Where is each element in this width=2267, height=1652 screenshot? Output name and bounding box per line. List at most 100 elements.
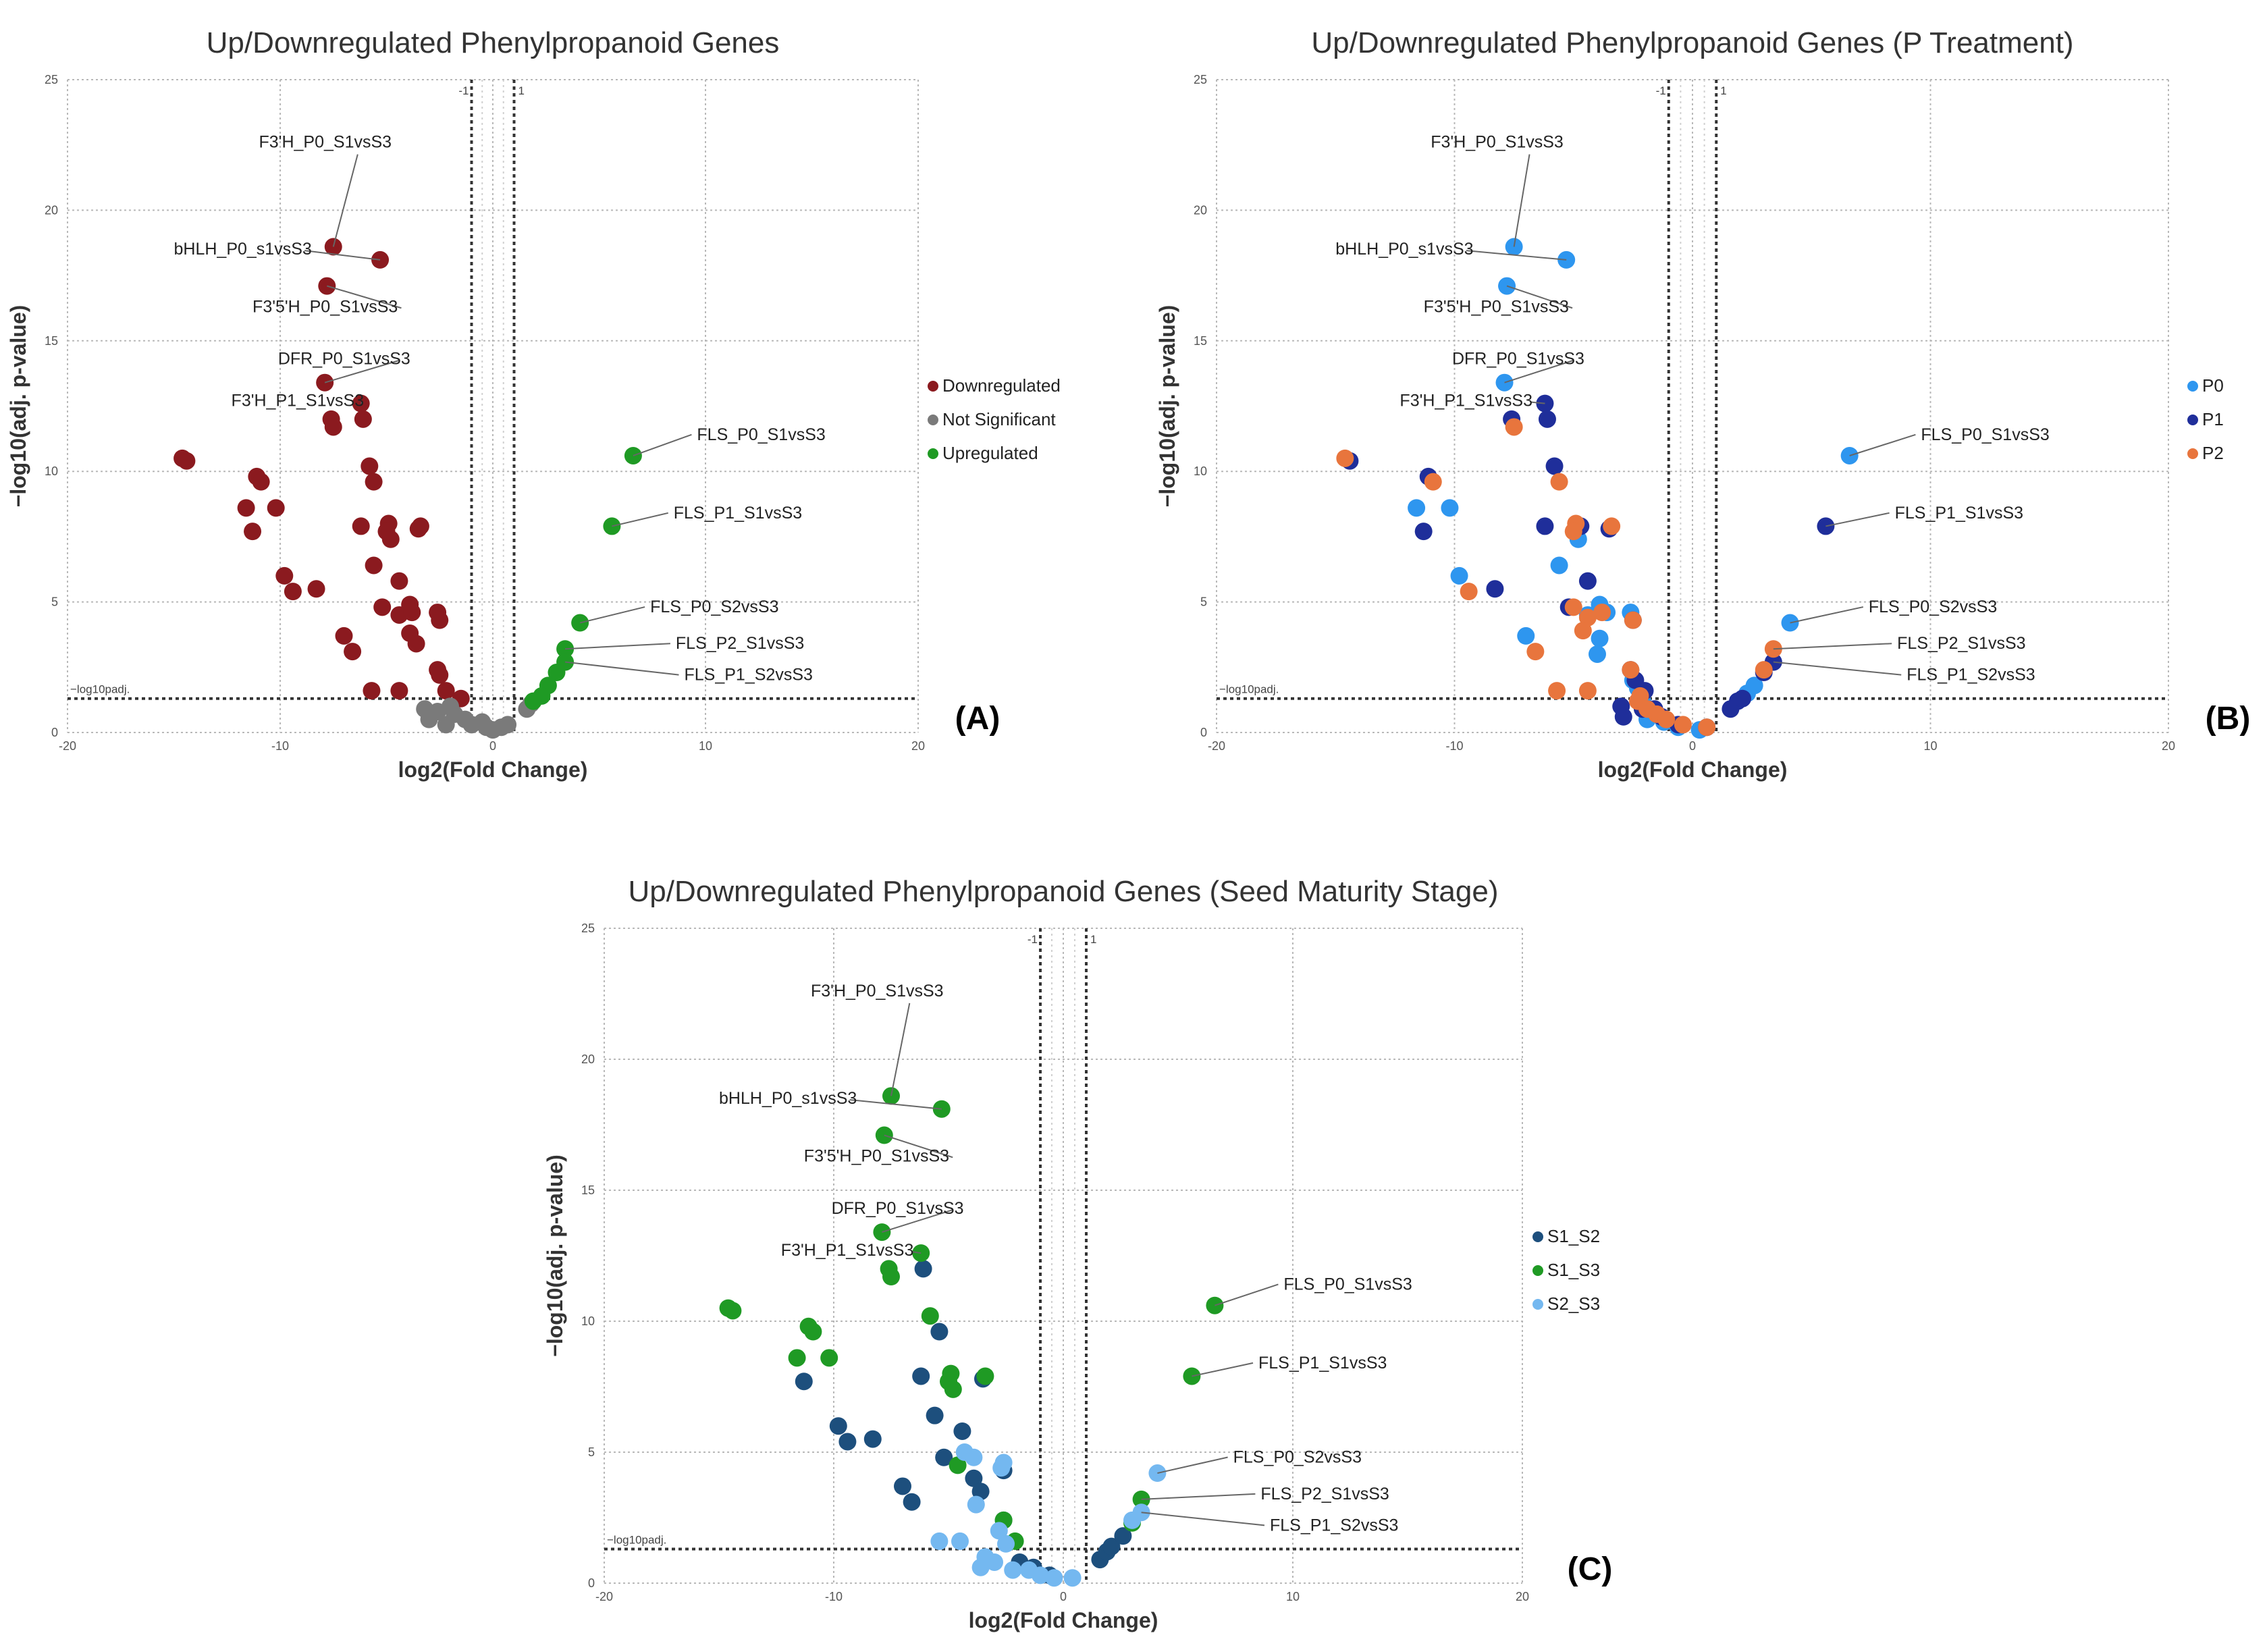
data-point [344,643,362,661]
series-upregulated [524,446,642,710]
data-point [335,627,353,645]
fc-threshold-label: -1 [458,84,469,97]
annotation-label: FLS_P0_S2vsS3 [650,597,778,616]
legend-marker [2187,415,2198,425]
data-point [971,1558,990,1576]
series-s1-s3 [719,1087,1224,1550]
x-tick-label: -10 [1445,739,1463,753]
y-tick-label: 5 [588,1445,595,1459]
data-point [1550,473,1568,491]
annotation-label: FLS_P0_S1vsS3 [1283,1275,1412,1294]
y-tick-label: 5 [51,595,58,609]
data-point [986,1553,1003,1571]
pval-threshold-label: −log10padj. [1219,683,1279,696]
annotation-leader-line [849,1098,942,1110]
x-tick-label: 10 [1923,739,1937,753]
y-tick-label: 20 [1194,203,1207,217]
fc-threshold-label: -1 [1028,933,1038,946]
data-point [1414,523,1433,541]
data-point [1505,418,1523,436]
data-point [1578,682,1597,700]
data-point [912,1367,930,1385]
legend-marker [928,381,938,392]
annotation-leader-line [324,359,400,383]
data-point [409,520,427,538]
y-axis-label: −log10(adj. p-value) [543,1154,567,1357]
data-point [365,556,383,575]
data-point [949,1456,967,1474]
fc-threshold-label: 1 [1090,933,1096,946]
pval-threshold-label: −log10padj. [70,683,130,696]
series-downregulated [174,238,470,708]
annotation-leader-line [304,250,381,261]
data-point [1603,517,1621,535]
y-tick-label: 25 [581,922,595,935]
x-tick-label: -20 [1208,739,1225,753]
x-tick-label: -10 [271,739,289,753]
legend-marker [1532,1299,1543,1310]
x-axis-label: log2(Fold Change) [398,757,588,782]
y-tick-label: 20 [581,1053,595,1066]
data-point [1591,629,1609,647]
data-point [1063,1569,1082,1587]
annotation-leader-line [565,643,670,650]
data-point [1004,1561,1022,1579]
legend-marker [928,448,938,459]
x-axis-label: log2(Fold Change) [1598,757,1788,782]
y-tick-label: 0 [1200,726,1207,739]
annotation-label: FLS_P0_S1vsS3 [1921,425,2049,444]
x-tick-label: 0 [489,739,496,753]
data-point [420,710,438,728]
y-tick-label: 25 [1194,73,1207,86]
annotation-label: F3'H_P0_S1vsS3 [811,982,944,1001]
data-point [403,604,421,622]
data-point [1548,682,1566,700]
fc-threshold-label: 1 [1720,84,1726,97]
panel-B: Up/Downregulated Phenylpropanoid Genes (… [1155,26,2250,782]
data-point [324,418,342,436]
data-point [1538,410,1556,428]
x-tick-label: 20 [911,739,925,753]
data-point [1589,645,1606,663]
annotation-leader-line [1192,1362,1254,1377]
y-tick-label: 25 [45,73,58,86]
data-point [1526,643,1545,661]
annotation-label: FLS_P1_S1vsS3 [1258,1354,1387,1373]
legend-label: P1 [2202,409,2224,429]
panel-A: Up/Downregulated Phenylpropanoid Genes -2… [6,26,1061,782]
data-point [1622,661,1640,679]
y-tick-label: 15 [581,1183,595,1197]
data-point [1674,716,1692,734]
fc-threshold-label: -1 [1656,84,1666,97]
legend-label: Downregulated [942,375,1061,396]
data-point [829,1417,847,1435]
x-tick-label: 10 [1286,1590,1300,1603]
x-tick-label: 0 [1060,1590,1067,1603]
data-point [1574,622,1592,640]
panel-C: Up/Downregulated Phenylpropanoid Genes (… [543,875,1612,1632]
annotation-label: bHLH_P0_s1vsS3 [719,1089,857,1108]
series-p2 [1336,418,1782,737]
annotation-leader-line [633,433,692,456]
data-point [1517,627,1535,645]
annotation-leader-line [1849,433,1916,456]
annotation-label: F3'H_P1_S1vsS3 [232,392,365,410]
data-point [967,1495,985,1514]
annotation-leader-line [1506,285,1573,309]
data-point [1441,499,1459,517]
data-point [930,1532,949,1550]
data-point [724,1302,742,1320]
data-point [390,682,408,700]
y-tick-label: 10 [581,1314,595,1328]
annotation-label: F3'5'H_P0_S1vsS3 [1424,297,1569,316]
data-point [1578,572,1597,590]
x-tick-label: 0 [1689,739,1696,753]
y-tick-label: 10 [1194,464,1207,478]
data-point [903,1493,921,1511]
annotation-leader-line [1530,401,1545,404]
data-point [1045,1569,1063,1587]
legend-label: S1_S2 [1547,1226,1600,1246]
data-point [373,598,392,616]
annotation-label: FLS_P1_S2vsS3 [685,666,813,685]
pval-threshold-label: −log10padj. [607,1534,666,1547]
